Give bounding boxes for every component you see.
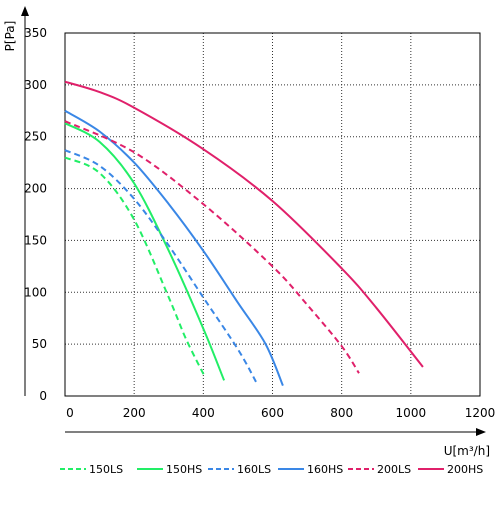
legend-label-150hs: 150HS bbox=[166, 463, 202, 476]
x-tick-label: 1200 bbox=[465, 406, 496, 420]
y-tick-label: 250 bbox=[24, 130, 47, 144]
x-tick-label: 0 bbox=[66, 406, 74, 420]
y-tick-label: 100 bbox=[24, 285, 47, 299]
y-tick-label: 150 bbox=[24, 233, 47, 247]
legend: 150LS 150HS 160LS 160HS 200LS 200HS bbox=[60, 463, 483, 476]
grid bbox=[65, 33, 480, 396]
y-tick-label: 350 bbox=[24, 26, 47, 40]
series-line-160hs bbox=[64, 109, 284, 386]
x-tick-label: 600 bbox=[261, 406, 284, 420]
legend-label-200ls: 200LS bbox=[377, 463, 411, 476]
legend-label-160hs: 160HS bbox=[307, 463, 343, 476]
plot-frame bbox=[64, 32, 481, 397]
y-tick-label: 0 bbox=[39, 389, 47, 403]
y-tick-label: 50 bbox=[32, 337, 47, 351]
legend-label-160ls: 160LS bbox=[237, 463, 271, 476]
x-tick-label: 400 bbox=[192, 406, 215, 420]
series-line-160ls bbox=[64, 149, 258, 385]
series-layer bbox=[64, 80, 424, 386]
x-tick-label: 1000 bbox=[396, 406, 427, 420]
x-tick-labels: 0 200 400 600 800 1000 1200 bbox=[66, 406, 495, 420]
x-tick-label: 800 bbox=[330, 406, 353, 420]
series-line-150hs bbox=[64, 122, 226, 381]
y-axis-arrowhead bbox=[21, 6, 29, 16]
legend-label-150ls: 150LS bbox=[89, 463, 123, 476]
y-tick-label: 300 bbox=[24, 78, 47, 92]
legend-label-200hs: 200HS bbox=[447, 463, 483, 476]
y-tick-label: 200 bbox=[24, 182, 47, 196]
series-line-200hs bbox=[64, 80, 424, 368]
x-axis-arrowhead bbox=[476, 428, 486, 436]
y-axis-title: P[Pa] bbox=[3, 21, 17, 52]
x-tick-label: 200 bbox=[123, 406, 146, 420]
y-tick-labels: 0 50 100 150 200 250 300 350 bbox=[24, 26, 47, 403]
x-axis-title: U[m³/h] bbox=[444, 444, 490, 458]
series-line-200ls bbox=[64, 120, 360, 374]
